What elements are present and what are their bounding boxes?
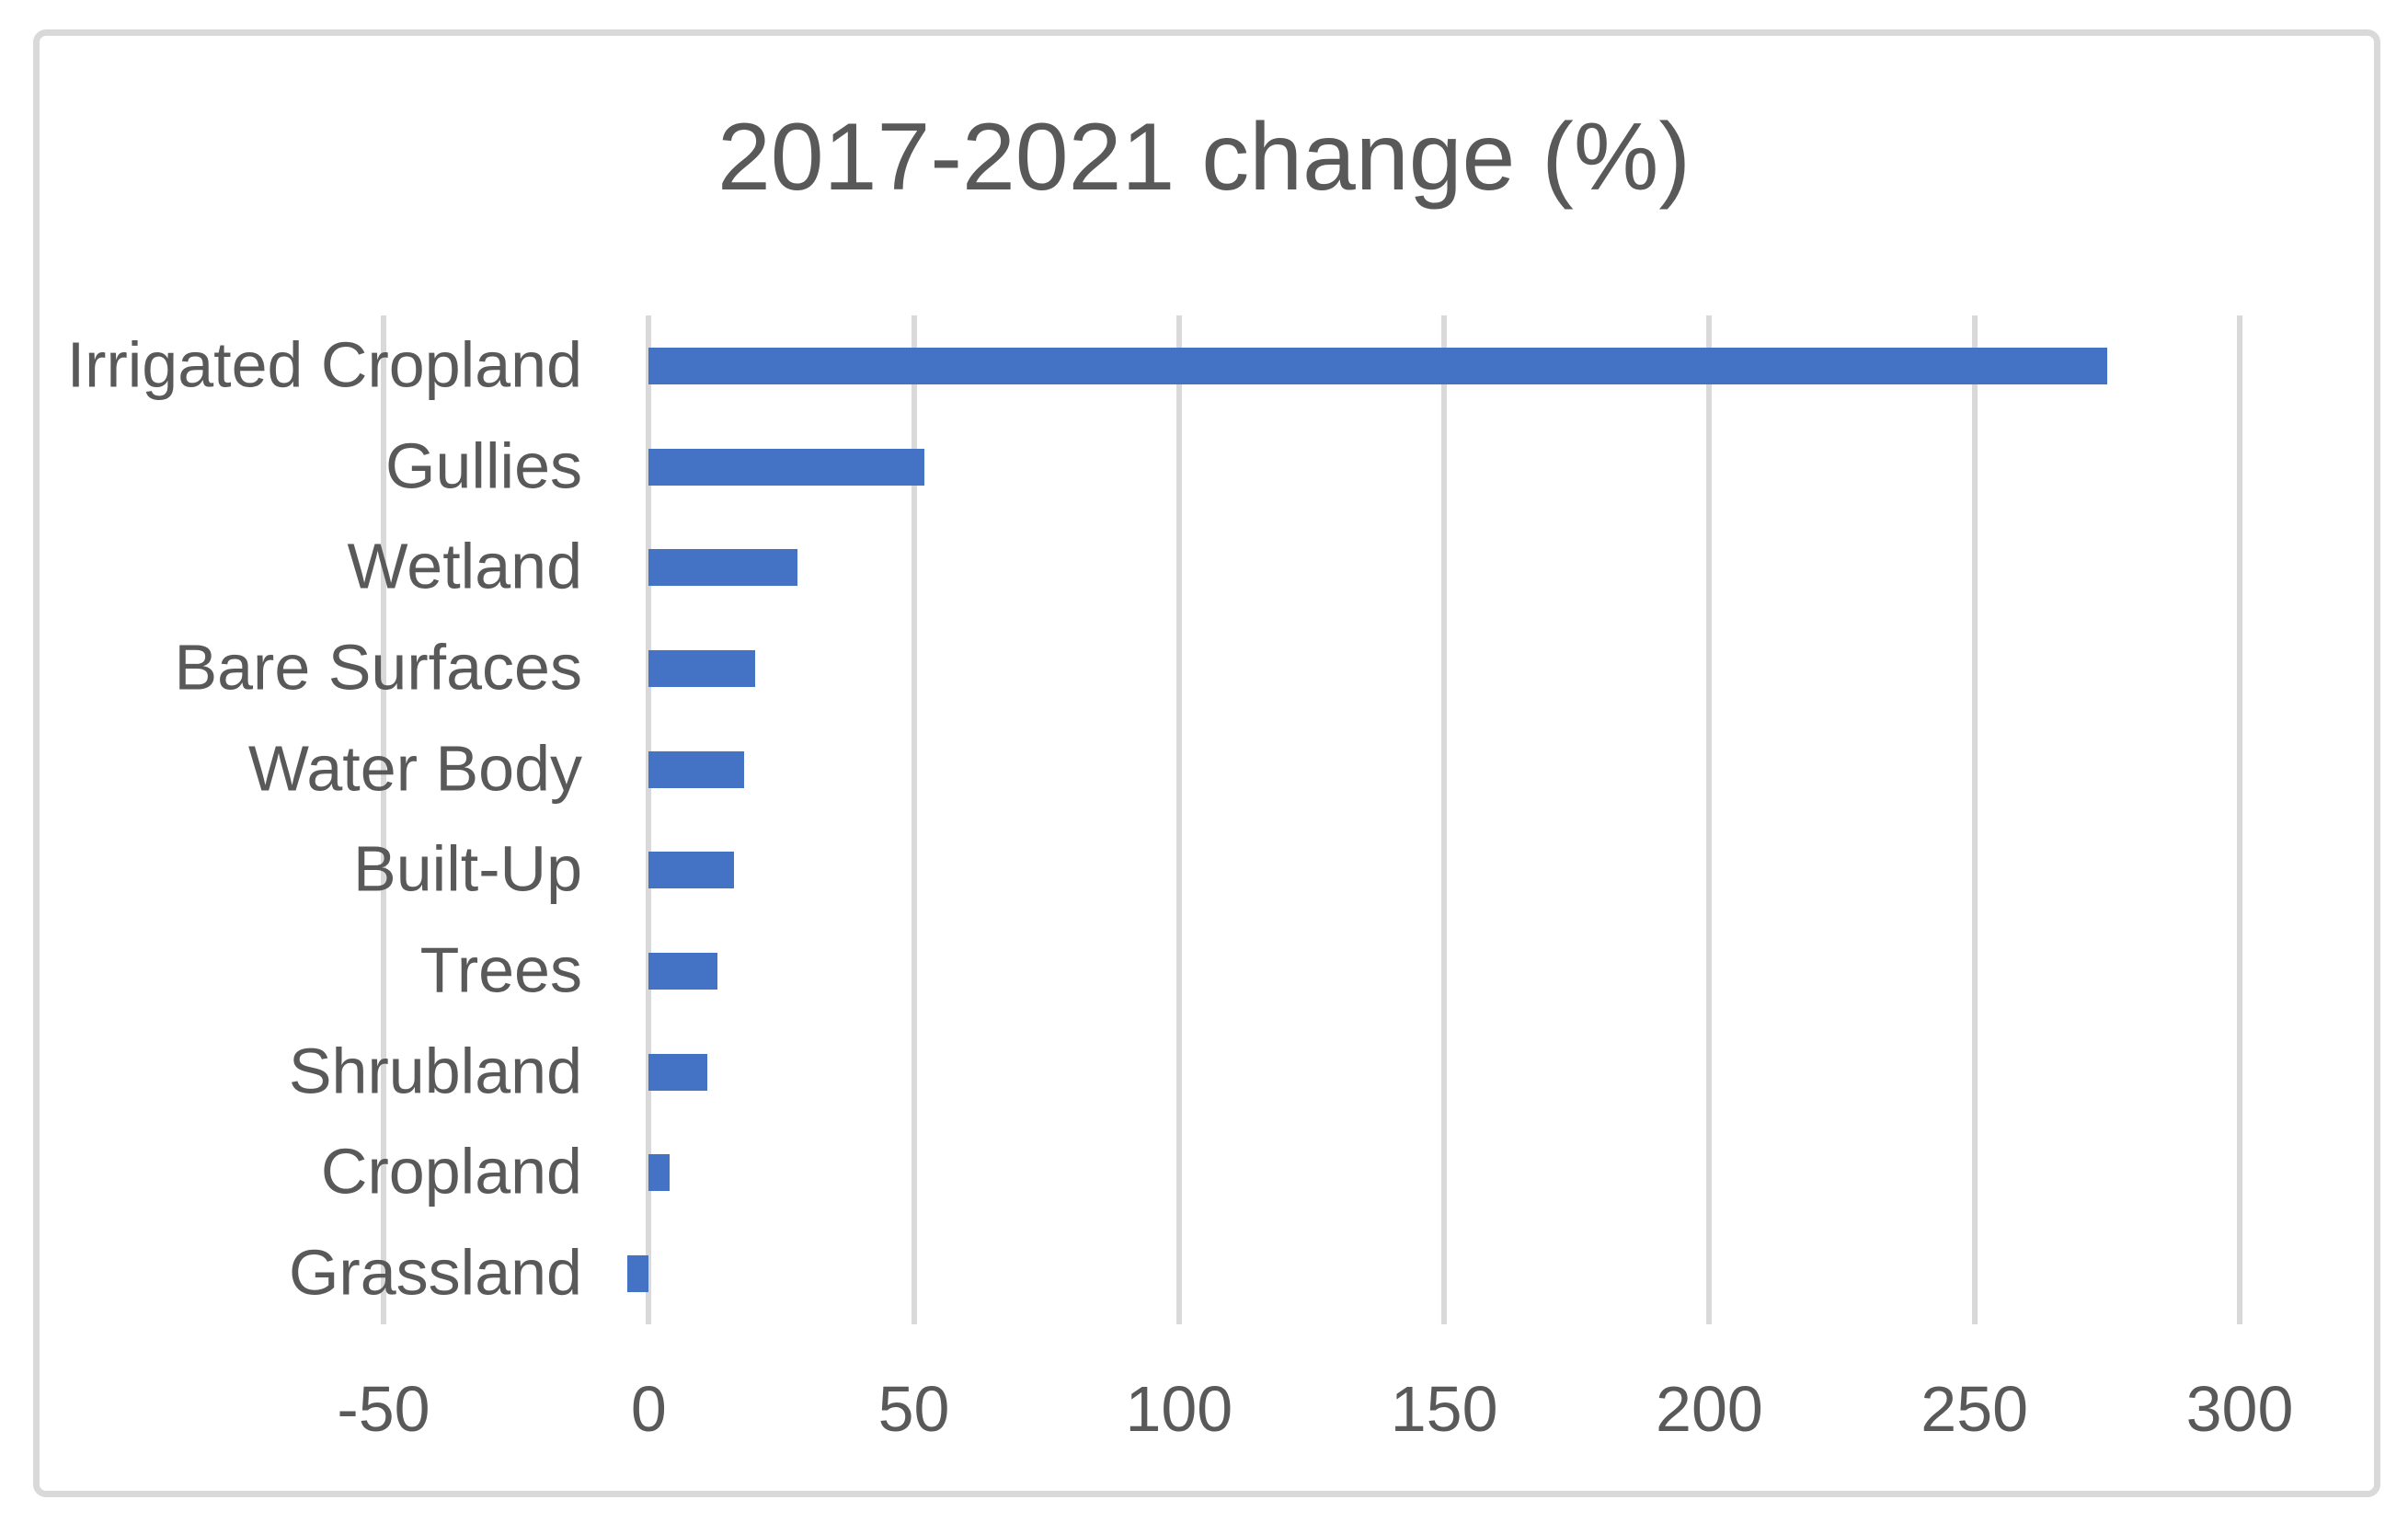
chart-frame — [33, 29, 2380, 1497]
gridline-x-150 — [1441, 315, 1448, 1324]
category-label: Wetland — [347, 530, 582, 602]
category-label: Bare Surfaces — [174, 631, 582, 704]
gridline-x-300 — [2237, 315, 2242, 1324]
gridline-x-0 — [646, 315, 652, 1324]
bar — [627, 1255, 649, 1293]
bar — [648, 347, 2107, 384]
gridline-x-250 — [1971, 315, 1978, 1324]
category-label: Water Body — [247, 732, 582, 805]
bar — [648, 448, 925, 486]
category-label: Grassland — [288, 1236, 582, 1309]
x-tick-label: 150 — [1390, 1373, 1498, 1445]
chart-title: 2017-2021 change (%) — [717, 104, 1691, 211]
gridline-x-200 — [1706, 315, 1713, 1324]
x-tick-label: 200 — [1656, 1373, 1763, 1445]
x-tick-label: 250 — [1921, 1373, 2029, 1445]
bar — [648, 649, 755, 687]
category-label: Cropland — [320, 1135, 582, 1208]
gridline-x-100 — [1175, 315, 1182, 1324]
category-label: Irrigated Cropland — [66, 328, 582, 401]
x-tick-label: 100 — [1125, 1373, 1233, 1445]
bar — [648, 1053, 707, 1091]
bar — [648, 852, 734, 889]
gridline-x-50 — [911, 315, 917, 1324]
x-tick-label: -50 — [337, 1373, 430, 1445]
bar — [648, 549, 797, 587]
category-label: Shrubland — [288, 1035, 582, 1107]
bar — [648, 1154, 671, 1192]
category-label: Trees — [419, 933, 582, 1006]
x-tick-label: 50 — [877, 1373, 950, 1445]
category-label: Built-Up — [353, 832, 582, 905]
category-label: Gullies — [385, 429, 582, 501]
bar — [648, 750, 745, 788]
bar — [648, 953, 718, 990]
gridline-x--50 — [381, 315, 386, 1324]
x-tick-label: 0 — [630, 1373, 667, 1445]
x-tick-label: 300 — [2185, 1373, 2294, 1445]
